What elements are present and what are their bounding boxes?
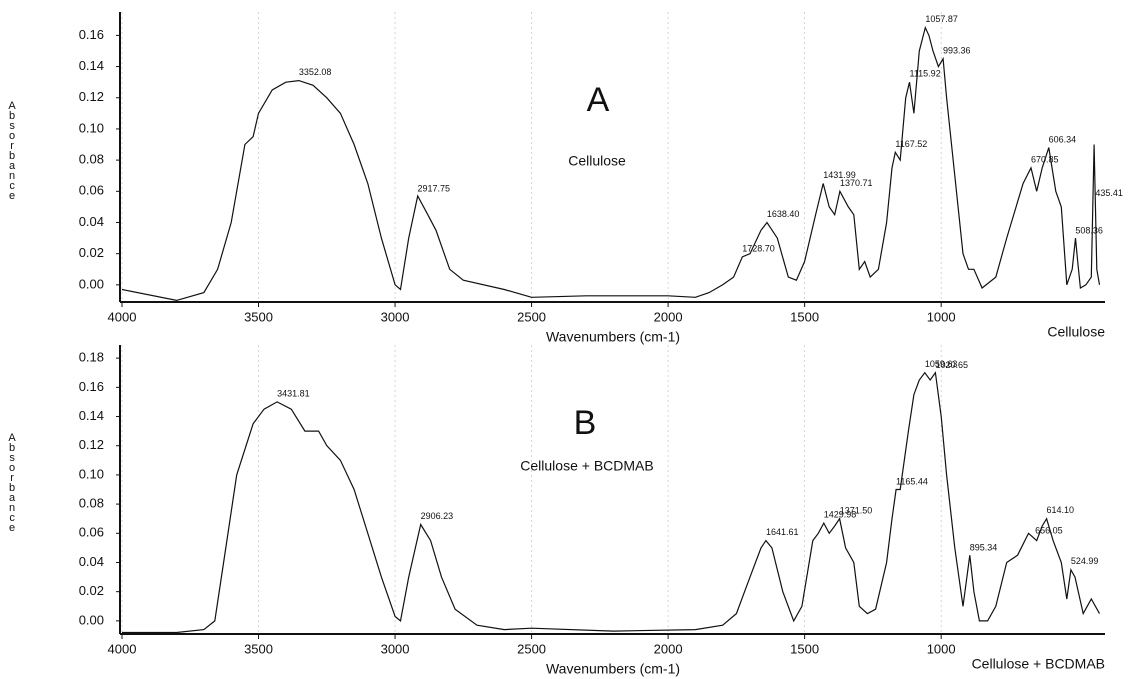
peak-label: 1059.63	[925, 359, 958, 369]
y-tick-label: 0.12	[79, 89, 104, 104]
y-tick-label: 0.00	[79, 612, 104, 627]
x-tick-label: 4000	[108, 309, 137, 324]
sample-label: Cellulose	[568, 153, 626, 169]
panel-label: B	[574, 404, 597, 442]
peak-label: 895.34	[970, 542, 998, 552]
peak-label: 1371.50	[840, 506, 873, 516]
y-axis-label: Absorbance	[6, 100, 18, 200]
x-tick-label: 3000	[381, 641, 410, 656]
y-tick-label: 0.18	[79, 350, 104, 365]
peak-label: 606.34	[1049, 134, 1077, 144]
peak-label: 1431.99	[823, 170, 856, 180]
y-tick-label: 0.14	[79, 58, 104, 73]
peak-label: 435.41	[1095, 188, 1123, 198]
sample-label: Cellulose + BCDMAB	[520, 458, 653, 474]
y-tick-label: 0.06	[79, 525, 104, 540]
y-tick-label: 0.08	[79, 496, 104, 511]
y-axis-label: Absorbance	[6, 432, 18, 532]
peak-label: 3431.81	[277, 388, 310, 398]
y-tick-label: 0.10	[79, 120, 104, 135]
peak-label: 1641.61	[766, 527, 799, 537]
y-tick-label: 0.00	[79, 276, 104, 291]
panel-label: A	[587, 81, 610, 119]
y-tick-label: 0.08	[79, 152, 104, 167]
peak-label: 2917.75	[418, 183, 451, 193]
peak-label: 1115.92	[910, 69, 941, 79]
x-tick-label: 3500	[244, 641, 273, 656]
peak-label: 1057.87	[925, 14, 958, 24]
peak-label: 993.36	[943, 45, 971, 55]
x-tick-label: 2000	[654, 309, 683, 324]
y-tick-label: 0.06	[79, 183, 104, 198]
y-tick-label: 0.16	[79, 27, 104, 42]
peak-label: 1167.52	[895, 139, 927, 149]
x-tick-label: 1500	[790, 641, 819, 656]
series-name: Cellulose	[1047, 324, 1105, 340]
peak-label: 1370.71	[840, 178, 873, 188]
y-tick-label: 0.04	[79, 214, 104, 229]
x-tick-label: 1000	[927, 641, 956, 656]
y-tick-label: 0.02	[79, 583, 104, 598]
peak-label: 2906.23	[421, 511, 454, 521]
peak-label: 1728.70	[742, 244, 775, 254]
peak-label: 1638.40	[767, 209, 800, 219]
peak-label: 656.05	[1035, 525, 1063, 535]
peak-label: 1020.65	[936, 360, 969, 370]
peak-label: 614.10	[1047, 505, 1075, 515]
y-tick-label: 0.10	[79, 466, 104, 481]
x-tick-label: 4000	[108, 641, 137, 656]
peak-label: 670.85	[1031, 154, 1059, 164]
y-tick-label: 0.16	[79, 379, 104, 394]
y-tick-label: 0.14	[79, 408, 104, 423]
x-tick-label: 2000	[654, 641, 683, 656]
spectrum-line	[121, 25, 1101, 302]
peak-label: 1165.44	[896, 477, 928, 487]
peak-label: 1429.98	[824, 509, 857, 519]
x-tick-label: 1500	[790, 309, 819, 324]
x-axis-label: Wavenumbers (cm-1)	[546, 661, 680, 677]
x-axis-label: Wavenumbers (cm-1)	[546, 329, 680, 345]
peak-label: 3352.08	[299, 67, 332, 77]
y-tick-label: 0.04	[79, 554, 104, 569]
x-tick-label: 2500	[517, 309, 546, 324]
peak-label: 508.36	[1075, 225, 1103, 235]
x-tick-label: 3000	[381, 309, 410, 324]
y-tick-label: 0.02	[79, 245, 104, 260]
x-tick-label: 1000	[927, 309, 956, 324]
y-tick-label: 0.12	[79, 437, 104, 452]
x-tick-label: 3500	[244, 309, 273, 324]
peak-label: 524.99	[1071, 556, 1099, 566]
x-tick-label: 2500	[517, 641, 546, 656]
series-name: Cellulose + BCDMAB	[972, 656, 1105, 672]
spectrum-line	[122, 371, 1101, 634]
